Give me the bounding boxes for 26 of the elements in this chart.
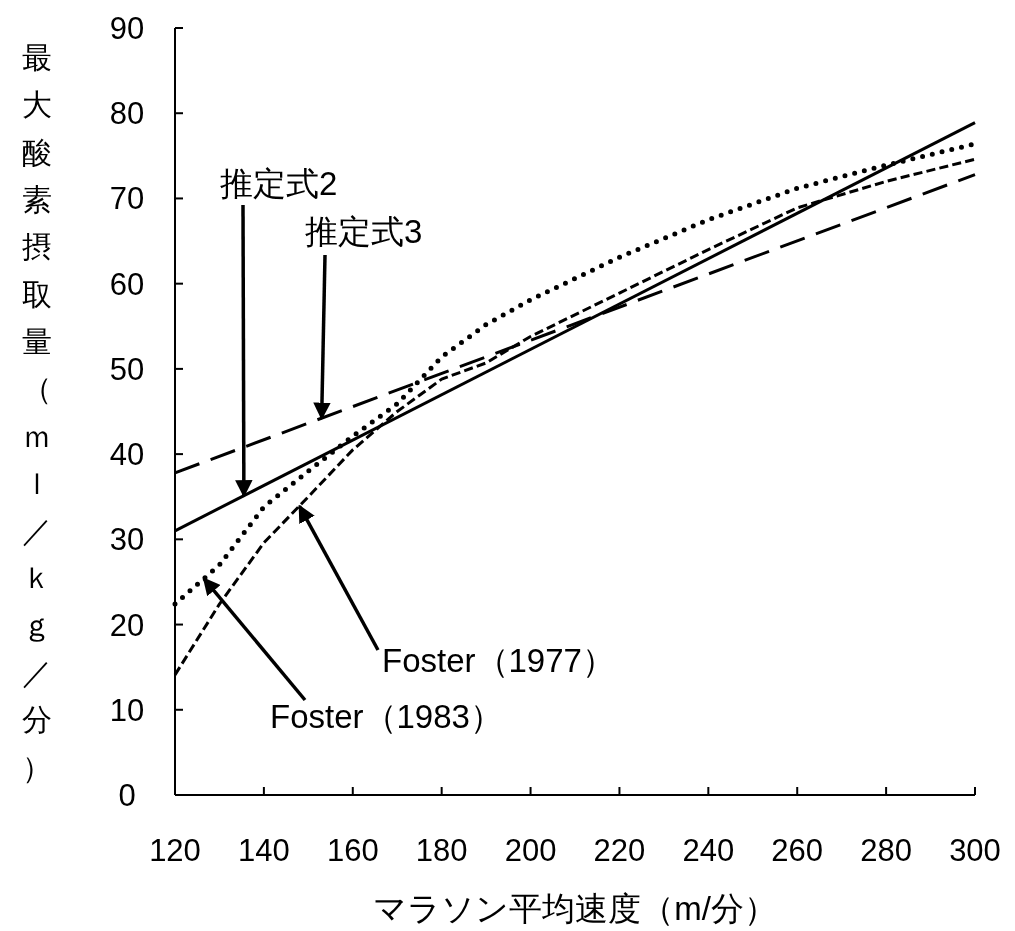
y-tick-label: 30	[109, 522, 145, 558]
annotation: Foster（1983）	[270, 698, 503, 735]
x-tick-label: 120	[149, 833, 201, 868]
annotation: 推定式2	[220, 165, 338, 202]
x-tick-label: 220	[593, 833, 646, 868]
annotation: Foster（1977）	[382, 642, 615, 679]
x-tick-label: 200	[504, 833, 557, 868]
y-tick-label: 0	[118, 778, 136, 813]
x-axis-title: マラソン平均速度（m/分）	[373, 890, 777, 927]
y-tick-label: 90	[109, 11, 145, 46]
x-tick-label: 180	[415, 833, 468, 868]
y-tick-label: 10	[109, 692, 145, 728]
y-tick-label: 20	[109, 607, 145, 643]
y-tick-label: 80	[109, 96, 145, 132]
text: 最大酸素摂取量（ｍｌ／ｋｇ／分）	[22, 41, 52, 784]
y-tick-label: 70	[109, 181, 145, 217]
annotation: 推定式3	[305, 213, 423, 250]
y-tick-label: 40	[109, 437, 145, 473]
x-tick-label: 260	[771, 833, 824, 868]
y-tick-label: 50	[109, 351, 145, 387]
x-tick-label: 300	[949, 833, 1001, 868]
x-tick-label: 280	[860, 833, 912, 868]
x-tick-label: 240	[682, 833, 735, 868]
x-tick-label: 160	[326, 833, 379, 868]
y-tick-label: 60	[109, 266, 145, 302]
x-tick-label: 140	[238, 833, 290, 868]
